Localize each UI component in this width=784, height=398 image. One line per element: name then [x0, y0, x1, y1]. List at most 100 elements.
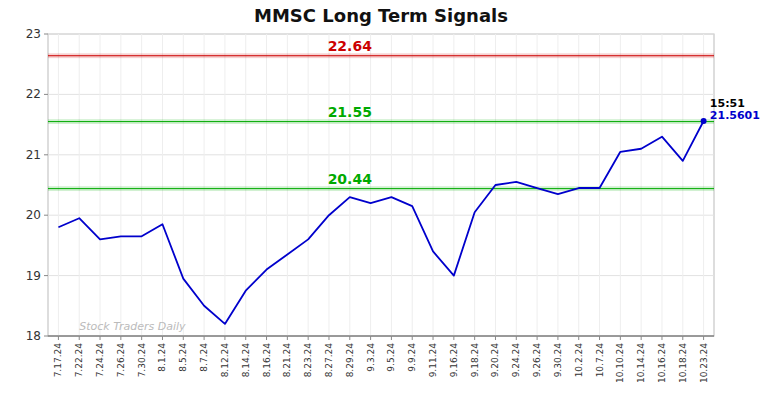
y-tick: [44, 215, 48, 216]
x-tick: [308, 336, 309, 340]
x-grid-line: [433, 34, 434, 336]
x-grid-line: [100, 34, 101, 336]
x-tick-label: 9.3.24: [366, 343, 376, 372]
x-tick-label: 9.30.24: [553, 343, 563, 378]
x-grid-line: [224, 34, 225, 336]
x-tick-label: 9.24.24: [511, 343, 521, 378]
x-grid-line: [162, 34, 163, 336]
x-tick: [287, 336, 288, 340]
x-tick: [100, 336, 101, 340]
x-grid-line: [703, 34, 704, 336]
x-tick: [245, 336, 246, 340]
series: [58, 118, 706, 324]
x-tick-label: 8.16.24: [262, 343, 272, 378]
y-tick-label: 19: [26, 269, 41, 283]
x-tick: [412, 336, 413, 340]
y-grid-line: [48, 275, 714, 276]
x-tick: [537, 336, 538, 340]
x-grid-line: [620, 34, 621, 336]
y-tick: [44, 336, 48, 337]
x-tick: [433, 336, 434, 340]
x-grid-line: [266, 34, 267, 336]
grid: [48, 34, 714, 336]
x-tick: [703, 336, 704, 340]
x-grid-line: [682, 34, 683, 336]
x-tick-label: 7.30.24: [137, 343, 147, 378]
x-tick-label: 9.9.24: [407, 343, 417, 372]
x-grid-line: [599, 34, 600, 336]
x-tick-label: 8.29.24: [345, 343, 355, 378]
x-tick-label: 8.27.24: [324, 343, 334, 378]
x-tick: [370, 336, 371, 340]
x-tick: [578, 336, 579, 340]
x-tick-label: 9.20.24: [490, 343, 500, 378]
x-tick-label: 9.16.24: [449, 343, 459, 378]
x-grid-line: [412, 34, 413, 336]
x-grid-line: [516, 34, 517, 336]
x-tick-label: 8.12.24: [220, 343, 230, 378]
x-tick: [391, 336, 392, 340]
x-tick-label: 7.24.24: [95, 343, 105, 378]
x-tick: [599, 336, 600, 340]
last-value-label: 21.5601: [710, 109, 760, 122]
x-tick: [141, 336, 142, 340]
signal-line: [48, 121, 714, 122]
x-grid-line: [287, 34, 288, 336]
y-grid-line: [48, 94, 714, 95]
x-tick: [224, 336, 225, 340]
signal-band: [48, 119, 714, 124]
y-tick-label: 21: [26, 148, 41, 162]
y-tick: [44, 34, 48, 35]
price-line: [58, 121, 703, 324]
x-tick: [162, 336, 163, 340]
chart: Stock Traders Daily22.6421.5520.4415:512…: [0, 0, 784, 398]
x-tick: [661, 336, 662, 340]
x-tick-label: 7.17.24: [53, 343, 63, 378]
x-tick: [204, 336, 205, 340]
signal-lines: [48, 53, 714, 191]
x-tick: [474, 336, 475, 340]
y-tick-label: 18: [26, 329, 41, 343]
x-tick-label: 10.14.24: [636, 343, 646, 383]
x-tick: [120, 336, 121, 340]
y-grid-line: [48, 336, 714, 337]
signal-label: 22.64: [328, 38, 373, 54]
x-tick-label: 8.23.24: [303, 343, 313, 378]
signal-label: 21.55: [328, 104, 372, 120]
y-tick-label: 22: [26, 87, 41, 101]
x-tick-label: 8.5.24: [178, 343, 188, 372]
x-tick: [328, 336, 329, 340]
x-axis: 7.17.247.22.247.24.247.26.247.30.248.1.2…: [48, 336, 714, 383]
x-grid-line: [141, 34, 142, 336]
x-grid-line: [58, 34, 59, 336]
x-tick: [349, 336, 350, 340]
x-grid-line: [641, 34, 642, 336]
x-tick: [516, 336, 517, 340]
x-tick-label: 8.14.24: [241, 343, 251, 378]
x-grid-line: [453, 34, 454, 336]
x-tick-label: 9.26.24: [532, 343, 542, 378]
x-tick: [620, 336, 621, 340]
x-tick-label: 8.7.24: [199, 343, 209, 372]
plot-frame: [48, 34, 714, 336]
x-tick: [266, 336, 267, 340]
x-tick: [682, 336, 683, 340]
x-grid-line: [661, 34, 662, 336]
signal-band: [48, 186, 714, 191]
x-grid-line: [183, 34, 184, 336]
signal-line: [48, 55, 714, 56]
x-tick: [641, 336, 642, 340]
x-tick-label: 10.18.24: [678, 343, 688, 383]
y-grid-line: [48, 215, 714, 216]
last-point: [701, 118, 707, 124]
x-tick-label: 9.18.24: [470, 343, 480, 378]
y-tick-label: 20: [26, 208, 41, 222]
x-grid-line: [79, 34, 80, 336]
x-tick: [183, 336, 184, 340]
x-tick-label: 7.26.24: [116, 343, 126, 378]
x-grid-line: [308, 34, 309, 336]
y-grid-line: [48, 154, 714, 155]
x-tick-label: 10.16.24: [657, 343, 667, 383]
x-tick-label: 10.7.24: [595, 343, 605, 378]
y-axis: 181920212223: [26, 27, 48, 343]
